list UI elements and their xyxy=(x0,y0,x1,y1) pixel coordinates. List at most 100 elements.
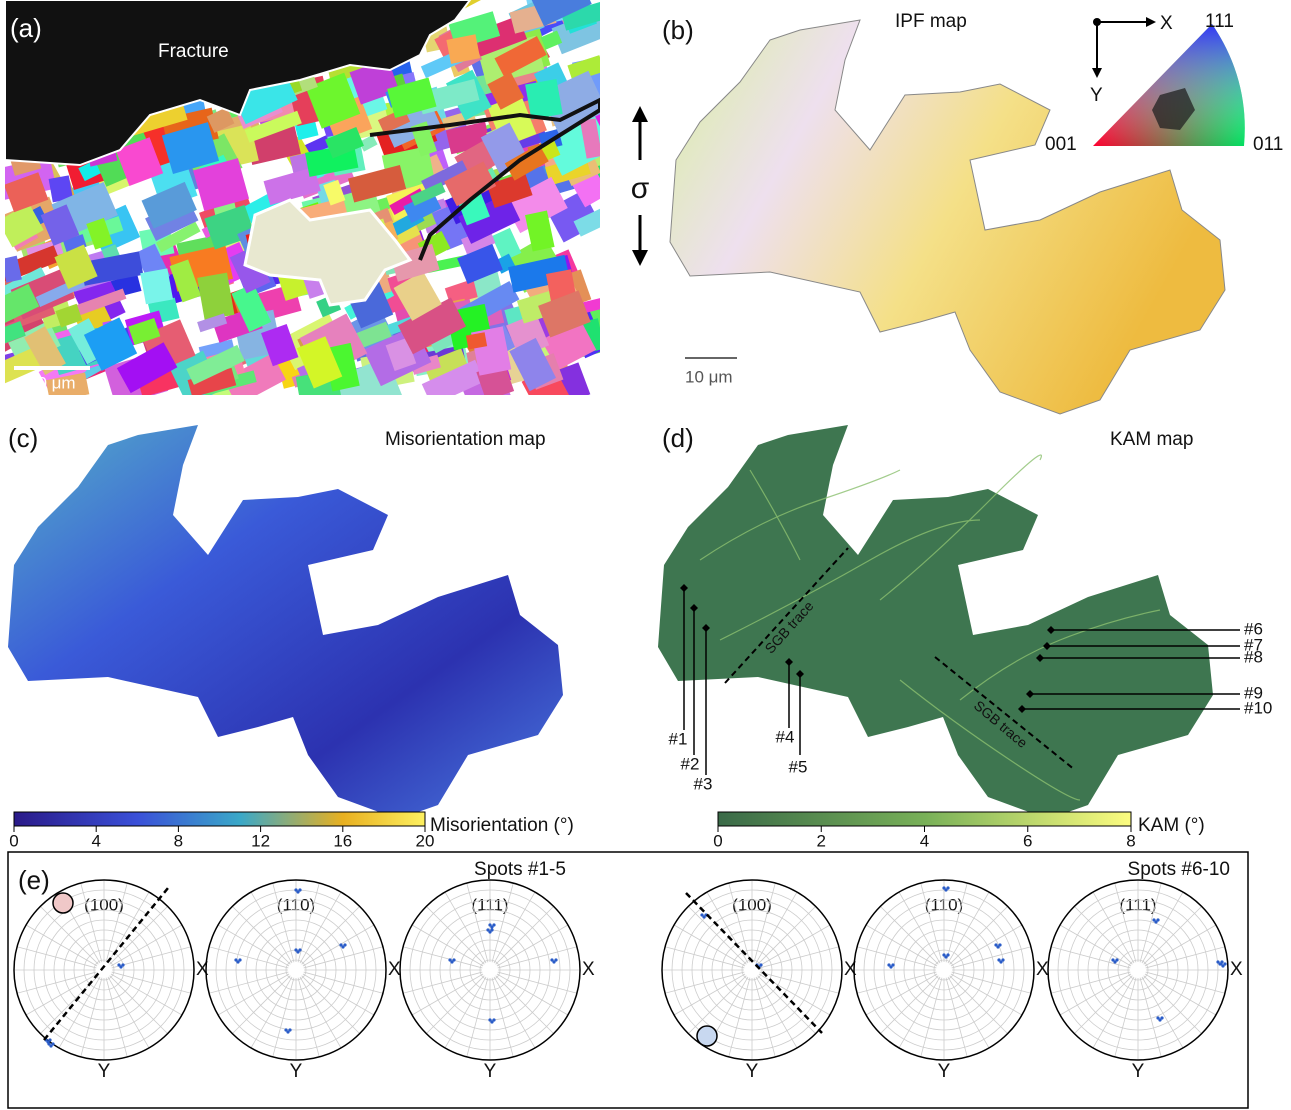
tick-label: 20 xyxy=(416,831,435,850)
arrow-head xyxy=(632,106,648,122)
arrow-head xyxy=(632,250,648,266)
pole-point xyxy=(490,925,494,929)
pole-point xyxy=(1216,960,1220,964)
corner-label: 001 xyxy=(1045,134,1077,155)
grain xyxy=(503,176,568,234)
axis-y: Y xyxy=(484,1061,497,1082)
grid-spoke xyxy=(1059,924,1132,967)
axis-x: X xyxy=(1230,959,1243,980)
pole-point xyxy=(554,958,558,962)
grid-spoke xyxy=(80,882,103,963)
pole-point xyxy=(490,1020,494,1024)
tick-label: 8 xyxy=(1126,831,1135,850)
colorbar xyxy=(717,811,1132,827)
grain xyxy=(444,161,497,207)
grid-spoke xyxy=(945,977,968,1058)
grid-spoke xyxy=(402,946,483,969)
grid-spoke xyxy=(865,924,938,967)
grain xyxy=(74,288,127,317)
grid-spoke xyxy=(757,906,816,965)
grid-spoke xyxy=(444,976,487,1049)
pole-point xyxy=(298,948,302,952)
fracture-label: Fracture xyxy=(158,41,229,62)
grain xyxy=(323,179,346,206)
grid-spoke xyxy=(217,973,290,1016)
grain xyxy=(206,107,235,133)
grain xyxy=(347,164,407,203)
pole-point xyxy=(997,958,1001,962)
grain xyxy=(5,172,49,213)
spot-label: #1 xyxy=(669,729,688,748)
grid-spoke xyxy=(880,906,939,965)
grain xyxy=(45,372,90,395)
grid-spoke xyxy=(80,977,103,1058)
pole-point xyxy=(1219,962,1223,966)
pole-point xyxy=(946,886,950,890)
grain xyxy=(494,36,547,78)
grain xyxy=(305,72,361,129)
grid-spoke xyxy=(111,971,192,994)
grain xyxy=(504,143,549,181)
pole-point xyxy=(452,958,456,962)
grid-spoke xyxy=(25,924,98,967)
pole-point xyxy=(48,1038,52,1042)
pole-point xyxy=(889,965,893,969)
pole-point xyxy=(1221,964,1225,968)
grid-spoke xyxy=(1144,973,1217,1016)
grid-spoke xyxy=(466,882,489,963)
grid-spoke xyxy=(16,946,97,969)
grid-spoke xyxy=(1050,946,1131,969)
spot-label: #8 xyxy=(1244,647,1263,666)
grid-spoke xyxy=(755,976,798,1049)
pole-point xyxy=(1154,920,1158,924)
grain xyxy=(5,255,22,283)
grid-spoke xyxy=(898,891,941,964)
grain xyxy=(187,367,237,395)
grain xyxy=(197,272,235,320)
grain xyxy=(561,0,600,31)
grid-spoke xyxy=(426,906,485,965)
grid-spoke xyxy=(898,976,941,1049)
grid-spoke xyxy=(302,924,375,967)
panel-label: (d) xyxy=(662,423,694,453)
scale-bar-label: 40 μm xyxy=(28,373,76,392)
grain xyxy=(458,193,521,244)
grain xyxy=(161,122,220,175)
spot-label: #6 xyxy=(1244,619,1263,638)
grain xyxy=(457,243,503,285)
grain xyxy=(24,326,66,376)
pole-point xyxy=(488,1018,492,1022)
ipf-triangle xyxy=(1093,24,1245,146)
panel-label: (c) xyxy=(8,423,38,453)
grain xyxy=(393,271,442,321)
spot-label: #7 xyxy=(1244,635,1263,654)
kam-map xyxy=(658,425,1213,819)
grain xyxy=(525,210,555,252)
grain xyxy=(573,204,600,237)
grain xyxy=(55,303,83,328)
grid-spoke xyxy=(950,973,1023,1016)
grid-spoke xyxy=(1114,882,1137,963)
grid-spoke xyxy=(755,891,798,964)
pole-point xyxy=(999,960,1003,964)
pole-point xyxy=(702,915,706,919)
pole-point xyxy=(294,888,298,892)
grid-spoke xyxy=(1059,973,1132,1016)
tick-label: 6 xyxy=(1023,831,1032,850)
grid-spoke xyxy=(250,976,293,1049)
grid-spoke xyxy=(1139,977,1162,1058)
pole-circle xyxy=(661,879,843,1061)
grid-spoke xyxy=(688,906,747,965)
pole-circle xyxy=(205,879,387,1061)
grid-spoke xyxy=(856,946,937,969)
grid-spoke xyxy=(303,946,384,969)
grid-spoke xyxy=(105,882,128,963)
pole-point xyxy=(1160,1016,1164,1020)
grid-spoke xyxy=(920,882,943,963)
grain xyxy=(487,72,525,110)
tick-label: 0 xyxy=(713,831,722,850)
grain xyxy=(261,324,299,367)
grain xyxy=(229,246,271,294)
trace xyxy=(724,547,849,684)
